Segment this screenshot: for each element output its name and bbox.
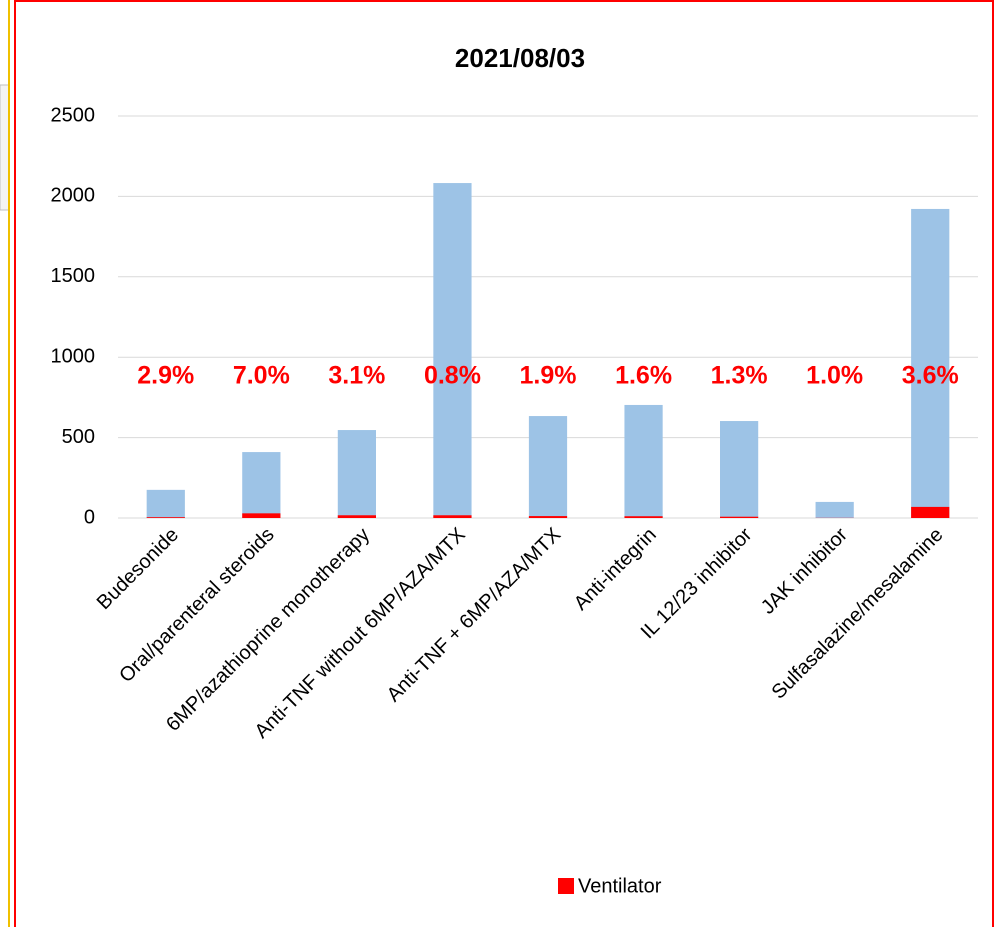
bar <box>528 416 568 518</box>
bar <box>242 513 281 518</box>
annotation: 0.8% <box>424 362 481 390</box>
bar <box>911 208 950 519</box>
legend-swatch <box>558 878 574 894</box>
bar <box>624 404 663 518</box>
bar <box>815 501 854 518</box>
bar <box>337 515 376 518</box>
y-tick-label: 0 <box>84 506 95 528</box>
annotation: 3.6% <box>902 362 959 390</box>
bar <box>720 516 759 518</box>
bar <box>528 516 568 518</box>
annotation: 1.6% <box>615 362 672 390</box>
bar <box>433 183 472 519</box>
y-tick-label: 1500 <box>51 265 96 287</box>
bar <box>146 489 185 518</box>
y-tick-label: 1000 <box>51 345 96 367</box>
annotation: 3.1% <box>328 362 385 390</box>
annotation: 1.9% <box>520 362 577 390</box>
chart-frame <box>14 0 994 927</box>
annotation: 7.0% <box>233 362 290 390</box>
annotation: 2.9% <box>137 362 194 390</box>
legend-label: Ventilator <box>578 875 662 897</box>
annotation: 1.3% <box>711 362 768 390</box>
y-tick-label: 2000 <box>51 185 96 207</box>
bar <box>146 517 185 518</box>
bar <box>433 515 472 518</box>
annotation: 1.0% <box>806 362 863 390</box>
bar <box>624 516 663 518</box>
bar <box>337 430 376 518</box>
chart-title: 2021/08/03 <box>455 43 585 73</box>
y-tick-label: 500 <box>62 426 95 448</box>
side-panel <box>0 84 10 211</box>
y-tick-label: 2500 <box>51 104 96 126</box>
bar <box>911 506 950 518</box>
bar <box>242 452 281 518</box>
bar <box>720 421 759 518</box>
